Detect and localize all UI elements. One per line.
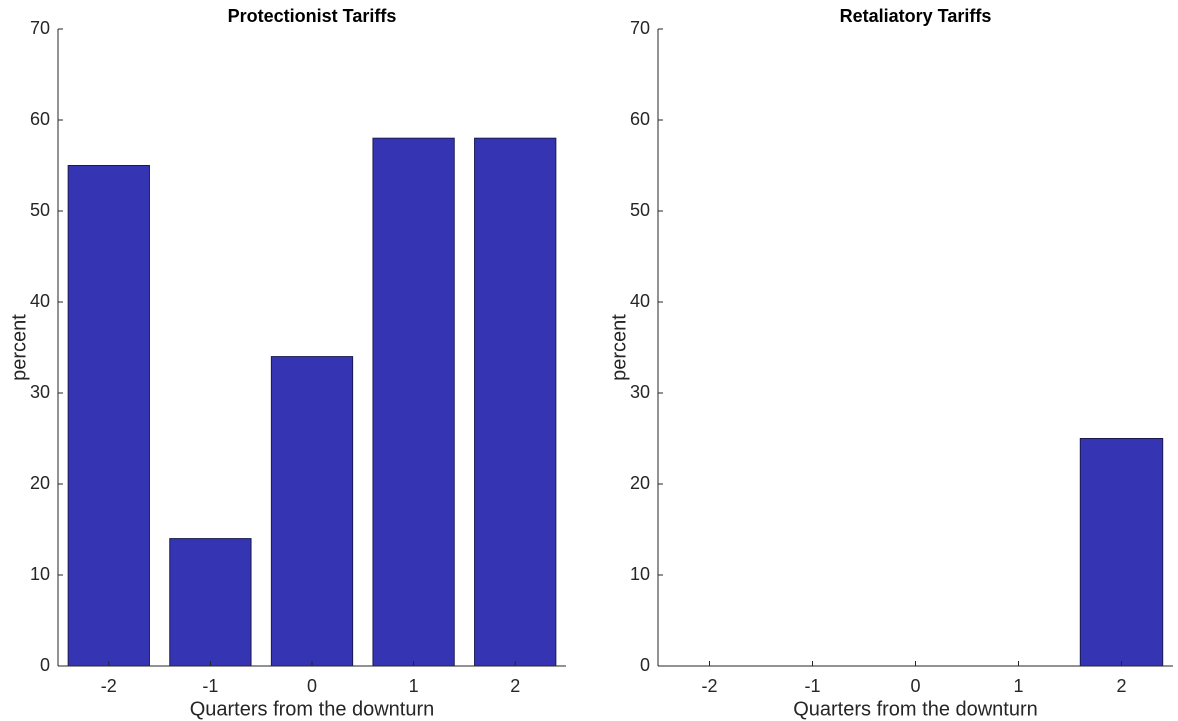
chart-title: Protectionist Tariffs xyxy=(228,6,397,26)
bar xyxy=(270,356,354,667)
y-tick-label: 10 xyxy=(30,564,50,584)
bar xyxy=(67,165,150,667)
bar xyxy=(1079,438,1164,667)
y-axis-label: percent xyxy=(608,314,630,381)
chart-title: Retaliatory Tariffs xyxy=(840,6,992,26)
x-tick-label: 0 xyxy=(910,676,920,696)
y-tick-label: 0 xyxy=(40,655,50,675)
x-tick-label: 2 xyxy=(510,676,520,696)
y-tick-label: 70 xyxy=(630,18,650,38)
y-tick-label: 40 xyxy=(30,291,50,311)
x-axis-label: Quarters from the downturn xyxy=(190,698,435,720)
x-tick-label: -1 xyxy=(202,676,218,696)
x-tick-label: 1 xyxy=(409,676,419,696)
x-tick-label: -2 xyxy=(701,676,717,696)
y-tick-label: 60 xyxy=(630,109,650,129)
x-tick-label: 0 xyxy=(307,676,317,696)
bar xyxy=(474,137,557,667)
x-axis-label: Quarters from the downturn xyxy=(793,698,1038,720)
y-tick-label: 20 xyxy=(630,473,650,493)
y-tick-label: 0 xyxy=(640,655,650,675)
y-tick-label: 60 xyxy=(30,109,50,129)
y-tick-label: 30 xyxy=(30,382,50,402)
y-tick-label: 70 xyxy=(30,18,50,38)
y-axis-label: percent xyxy=(8,314,30,381)
y-tick-label: 30 xyxy=(630,382,650,402)
x-tick-label: -2 xyxy=(101,676,117,696)
y-tick-label: 50 xyxy=(30,200,50,220)
y-tick-label: 10 xyxy=(630,564,650,584)
x-tick-label: 2 xyxy=(1116,676,1126,696)
y-tick-label: 20 xyxy=(30,473,50,493)
bar xyxy=(169,538,252,667)
y-tick-label: 40 xyxy=(630,291,650,311)
x-tick-label: -1 xyxy=(804,676,820,696)
y-tick-label: 50 xyxy=(630,200,650,220)
bar xyxy=(372,137,455,667)
x-tick-label: 1 xyxy=(1013,676,1023,696)
